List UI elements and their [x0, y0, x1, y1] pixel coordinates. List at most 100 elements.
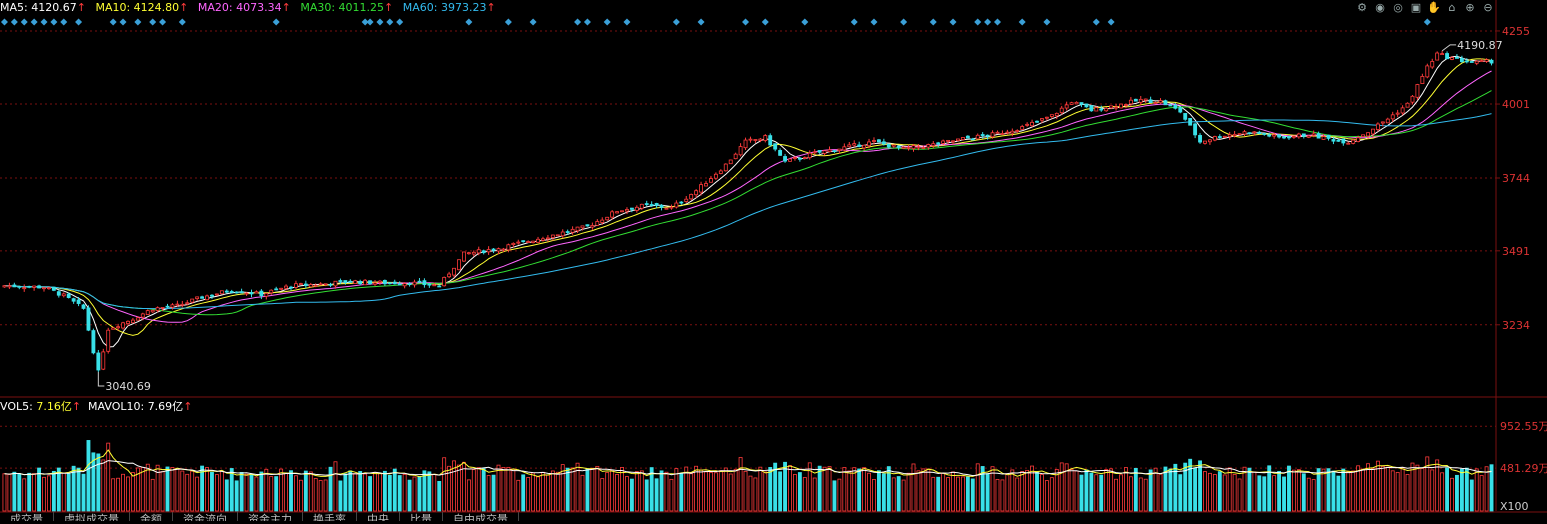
volume-bar	[284, 473, 289, 512]
candle	[1114, 106, 1118, 109]
candle	[308, 284, 313, 288]
candle	[1079, 102, 1084, 105]
volume-bar	[511, 469, 516, 512]
volume-bar	[941, 473, 946, 512]
candle	[669, 206, 674, 209]
candle	[847, 144, 852, 148]
tab-item[interactable]: 虚拟成交量	[54, 512, 130, 521]
candle	[491, 248, 496, 251]
candle	[126, 320, 130, 324]
volume-bar	[81, 473, 86, 512]
candle	[378, 280, 382, 283]
volume-bar	[1044, 480, 1049, 512]
gear-icon[interactable]: ⚙	[1357, 1, 1367, 14]
tab-item[interactable]: 成交量	[0, 512, 54, 521]
volume-bar	[1168, 468, 1173, 512]
candle	[965, 135, 970, 139]
price-tick-label: 4001	[1502, 98, 1530, 111]
plus-icon[interactable]: ⊕	[1465, 1, 1475, 14]
tab-item[interactable]: 资金主力	[238, 512, 303, 521]
candle	[452, 267, 456, 276]
volume-bar	[565, 467, 570, 512]
tab-item[interactable]: 换手率	[303, 512, 357, 521]
volume-bar	[116, 477, 121, 512]
volume-bar	[1188, 458, 1193, 512]
volume-bar	[822, 466, 827, 512]
volume-unit-label: X100	[1500, 500, 1529, 513]
volume-bar	[1356, 465, 1361, 512]
tab-item[interactable]: 自由成交量	[443, 512, 519, 521]
volume-bar	[397, 475, 402, 512]
volume-bar	[37, 467, 41, 512]
candle	[343, 280, 348, 283]
candle	[649, 204, 654, 206]
volume-bar	[684, 466, 689, 512]
candle	[447, 273, 452, 278]
volume-bar	[1104, 469, 1109, 512]
volume-bar	[1089, 472, 1094, 512]
volume-bar	[817, 465, 822, 512]
candle	[1109, 105, 1114, 109]
candle	[896, 145, 901, 148]
signal-marker	[386, 18, 394, 26]
candle	[1000, 133, 1005, 135]
candle	[758, 138, 763, 141]
hand-icon[interactable]: ✋	[1427, 1, 1441, 14]
candle	[1385, 118, 1390, 124]
volume-bar	[1262, 476, 1267, 512]
volume-bar	[1331, 470, 1336, 512]
volume-bar	[338, 480, 343, 512]
candle	[387, 282, 392, 285]
candle	[229, 291, 234, 293]
signal-marker	[672, 18, 680, 26]
volume-bar	[911, 463, 916, 512]
volume-bar	[1410, 462, 1415, 512]
candle	[27, 285, 32, 288]
candle	[1242, 131, 1247, 135]
volume-bar	[555, 471, 560, 512]
volume-bar	[86, 440, 91, 512]
candle	[545, 237, 550, 240]
candle	[22, 287, 27, 290]
volume-bar	[175, 468, 180, 512]
candle	[738, 146, 743, 156]
candle	[457, 259, 461, 271]
candle	[629, 207, 634, 210]
tab-item[interactable]: 比量	[400, 512, 443, 521]
volume-bar	[610, 469, 615, 512]
volume-bar	[595, 465, 600, 512]
volume-bar	[1237, 478, 1242, 512]
candle	[911, 145, 916, 150]
volume-bar	[96, 453, 101, 512]
chart-toolbar: ⚙ ◉ ◎ ▣ ✋ ⌂ ⊕ ⊖	[1355, 1, 1495, 15]
candle	[970, 138, 975, 141]
candle	[37, 285, 41, 289]
volume-bar	[1316, 468, 1321, 512]
tab-item[interactable]: 中央	[357, 512, 400, 521]
candle	[66, 293, 71, 298]
box-icon[interactable]: ▣	[1410, 1, 1422, 14]
volume-bar	[1346, 471, 1351, 512]
volume-bar	[155, 464, 160, 512]
volume-bar	[264, 468, 269, 512]
candle	[1193, 123, 1198, 136]
candle	[1138, 98, 1143, 103]
volume-bar	[1020, 471, 1025, 512]
volume-bar	[61, 472, 66, 512]
eye-icon[interactable]: ◉	[1375, 1, 1385, 14]
signal-marker	[697, 18, 705, 26]
volume-bar	[1301, 473, 1306, 512]
minus-icon[interactable]: ⊖	[1483, 1, 1493, 14]
candle	[1469, 61, 1474, 63]
volume-bar	[1296, 469, 1301, 512]
volume-bar	[793, 474, 797, 512]
volume-bar	[432, 473, 437, 512]
volume-bar	[1459, 468, 1464, 512]
tab-item[interactable]: 资金流向	[173, 512, 238, 521]
eye-icon[interactable]: ◎	[1393, 1, 1403, 14]
lock-icon[interactable]: ⌂	[1448, 1, 1456, 14]
tab-item[interactable]: 金额	[130, 512, 173, 521]
volume-bar	[872, 479, 876, 512]
volume-bar	[763, 471, 768, 512]
volume-bar	[516, 479, 521, 512]
